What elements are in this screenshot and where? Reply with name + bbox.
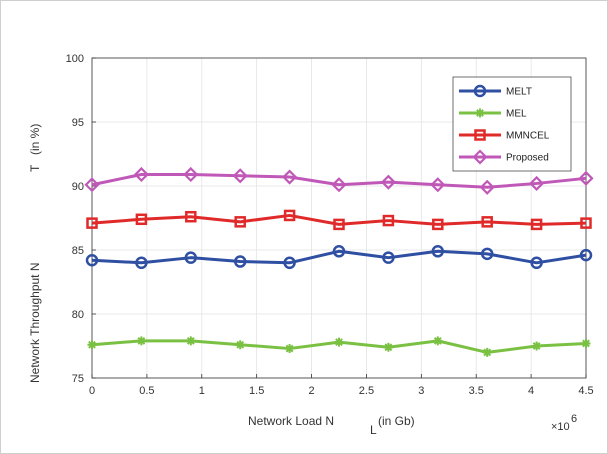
y-axis-label: Network Throughput N <box>28 262 42 383</box>
x-tick-label: 4.5 <box>578 385 593 397</box>
x-tick-label: 1.5 <box>249 385 264 397</box>
y-tick-label: 80 <box>72 309 84 321</box>
x-tick-label: 3 <box>418 385 424 397</box>
x-tick-label: 2.5 <box>359 385 374 397</box>
data-point <box>334 337 344 347</box>
legend-swatch-marker <box>475 108 485 118</box>
data-point <box>135 213 148 226</box>
x-tick-label: 2 <box>308 385 314 397</box>
x-axis-label-unit: (in Gb) <box>378 414 415 428</box>
legend-swatch-marker <box>472 149 488 165</box>
data-point <box>283 209 296 222</box>
data-point <box>479 179 495 195</box>
data-point <box>482 347 492 357</box>
data-point <box>234 216 246 228</box>
data-point <box>383 342 393 352</box>
data-point <box>185 210 197 223</box>
x-tick-label: 0.5 <box>139 385 154 397</box>
data-point <box>186 336 196 346</box>
data-point <box>581 338 591 348</box>
y-tick-label: 75 <box>72 373 84 385</box>
data-point <box>333 218 345 231</box>
y-axis-label-subscript: T <box>28 164 42 172</box>
data-point <box>579 248 593 262</box>
x-tick-label: 0 <box>89 385 95 397</box>
data-point <box>133 166 149 183</box>
series-line <box>91 172 587 189</box>
data-point <box>431 245 445 258</box>
data-point <box>530 256 543 270</box>
data-point <box>85 253 99 267</box>
x-axis-label: Network Load N <box>248 414 334 428</box>
y-tick-label: 85 <box>72 245 84 257</box>
data-point <box>580 217 592 229</box>
y-tick-label: 100 <box>66 53 84 65</box>
data-point <box>235 340 245 350</box>
legend-label: MEL <box>506 109 527 120</box>
data-point <box>184 251 198 264</box>
series-line <box>91 249 587 265</box>
x-axis-label-subscript: L <box>370 423 377 437</box>
data-point <box>480 247 494 261</box>
data-point <box>532 341 542 351</box>
y-axis-label-unit: (in %) <box>28 124 42 155</box>
legend: MELT MEL MMNCEL Proposed <box>452 76 572 172</box>
legend-swatch-marker <box>474 129 486 141</box>
legend-swatch-marker <box>473 84 487 98</box>
data-point <box>529 175 545 191</box>
x-multiplier-exponent: 6 <box>571 413 577 425</box>
data-point <box>578 170 594 186</box>
data-point <box>285 344 295 354</box>
legend-box <box>452 76 572 172</box>
data-point <box>432 218 444 231</box>
data-point <box>530 218 543 231</box>
data-point <box>87 340 97 350</box>
y-tick-label: 90 <box>72 181 84 193</box>
data-point <box>430 177 446 193</box>
data-point <box>233 255 247 268</box>
data-point <box>84 177 100 193</box>
data-point <box>331 177 347 193</box>
data-point <box>481 216 493 228</box>
series-layer <box>84 166 594 357</box>
legend-entry-mel: MEL <box>459 108 527 120</box>
x-tick-label: 4 <box>528 385 534 397</box>
data-point <box>332 245 346 258</box>
data-point <box>135 256 148 270</box>
series-proposed <box>84 166 594 195</box>
legend-label: MELT <box>506 87 532 98</box>
legend-entry-mmncel: MMNCEL <box>459 129 550 142</box>
series-melt <box>85 245 593 270</box>
data-point <box>433 336 443 346</box>
x-multiplier: ×10 <box>551 421 570 433</box>
series-line <box>91 213 587 226</box>
legend-label: Proposed <box>506 153 549 164</box>
series-mel <box>87 336 591 357</box>
legend-entry-proposed: Proposed <box>459 149 549 165</box>
data-point <box>283 256 296 270</box>
legend-entries: MELT MEL MMNCEL Proposed <box>459 84 550 165</box>
x-tick-label: 1 <box>199 385 205 397</box>
data-point <box>382 251 395 264</box>
data-point <box>232 168 248 184</box>
data-point <box>282 169 298 185</box>
data-point <box>183 166 199 183</box>
data-point <box>86 217 98 229</box>
series-mmncel <box>86 209 592 231</box>
tick-layer: 0 0.5 1 1.5 2 2.5 3 3.5 4 4.5 75 80 85 90 95 100 <box>66 53 594 397</box>
legend-entry-melt: MELT <box>459 84 532 98</box>
data-point <box>382 214 395 227</box>
data-point <box>380 174 396 190</box>
legend-label: MMNCEL <box>506 131 550 142</box>
data-point <box>136 336 146 346</box>
x-tick-label: 3.5 <box>469 385 484 397</box>
y-tick-label: 95 <box>72 117 84 129</box>
